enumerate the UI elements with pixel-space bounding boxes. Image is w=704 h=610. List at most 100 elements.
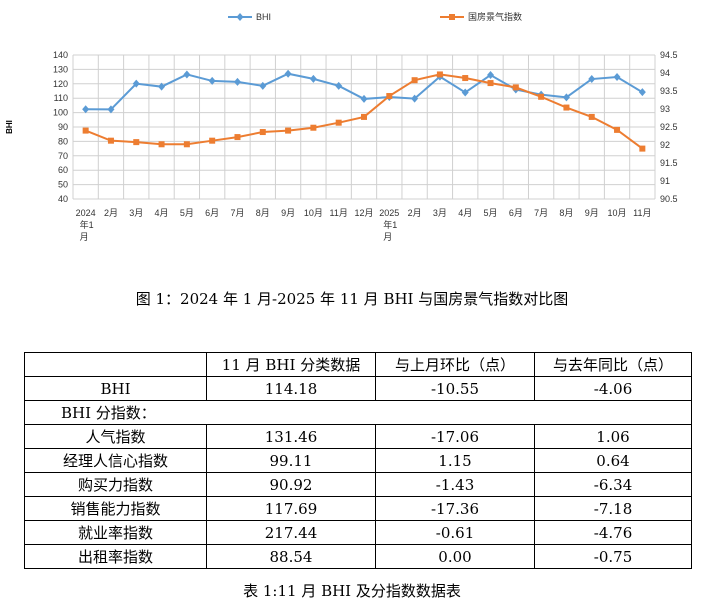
- y-tick-label: 70: [58, 151, 68, 161]
- y2-tick-label: 93.5: [660, 86, 678, 96]
- x-tick-label: 8月: [559, 208, 573, 218]
- cell: -10.55: [375, 376, 535, 401]
- data-point: [411, 77, 418, 84]
- cell: -0.61: [375, 520, 535, 545]
- data-point: [183, 141, 190, 148]
- data-point: [588, 75, 596, 84]
- x-tick-label: 年1: [80, 219, 94, 230]
- data-point: [107, 105, 115, 114]
- x-tick-label: 6月: [509, 208, 523, 218]
- cell: 217.44: [206, 520, 376, 545]
- cell: 1.15: [375, 448, 535, 473]
- data-point: [335, 119, 342, 126]
- data-point: [285, 127, 292, 134]
- y-tick-label: 110: [54, 93, 68, 103]
- x-tick-label: 8月: [256, 208, 270, 218]
- y-tick-label: 100: [53, 108, 68, 118]
- data-point: [538, 93, 545, 100]
- table-row: 出租率指数 88.54 0.00 -0.75: [24, 544, 692, 569]
- data-point: [82, 127, 89, 134]
- cell: BHI: [24, 376, 207, 401]
- subheading: BHI 分指数：: [24, 400, 692, 425]
- y-tick-label: 80: [58, 136, 68, 146]
- data-point: [639, 145, 646, 152]
- legend-marker: [449, 14, 455, 20]
- legend-label: 国房景气指数: [468, 11, 522, 22]
- x-tick-label: 9月: [281, 208, 295, 218]
- x-tick-label: 10月: [608, 208, 627, 218]
- cell: -1.43: [375, 472, 535, 497]
- x-tick-label: 月: [80, 232, 89, 242]
- data-point: [512, 84, 519, 91]
- cell: 1.06: [534, 424, 692, 449]
- data-point: [614, 126, 621, 133]
- table-row: BHI 114.18 -10.55 -4.06: [24, 376, 692, 401]
- y2-tick-label: 92.5: [660, 122, 678, 132]
- y2-tick-label: 91: [660, 176, 670, 186]
- x-tick-label: 11月: [633, 208, 651, 218]
- cell: -0.75: [534, 544, 692, 569]
- data-point: [386, 93, 393, 100]
- x-tick-label: 2月: [408, 208, 422, 218]
- cell: 88.54: [206, 544, 376, 569]
- x-tick-label: 11月: [330, 208, 348, 218]
- cell: 人气指数: [24, 424, 207, 449]
- data-point: [638, 88, 646, 97]
- cell: 117.69: [206, 496, 376, 521]
- figure-caption: 图 1：2024 年 1 月-2025 年 11 月 BHI 与国房景气指数对比…: [135, 290, 569, 308]
- y-tick-label: 50: [58, 180, 68, 190]
- cell: -4.06: [534, 376, 692, 401]
- data-point: [209, 137, 216, 144]
- cell: 销售能力指数: [24, 496, 207, 521]
- x-tick-label: 2月: [104, 208, 118, 218]
- table-row: 就业率指数 217.44 -0.61 -4.76: [24, 520, 692, 545]
- x-tick-label: 7月: [534, 208, 548, 218]
- x-tick-label: 2024: [76, 208, 96, 218]
- y2-tick-label: 91.5: [660, 158, 678, 168]
- data-point: [133, 139, 140, 146]
- x-tick-label: 4月: [458, 208, 472, 218]
- data-point: [158, 82, 166, 91]
- data-point: [487, 80, 494, 87]
- data-point: [361, 113, 367, 120]
- header-cell: 与上月环比（点）: [375, 352, 535, 377]
- table-caption: 表 1:11 月 BHI 及分指数数据表: [243, 582, 461, 600]
- cell: 就业率指数: [24, 520, 207, 545]
- cell: 出租率指数: [24, 544, 207, 569]
- x-tick-label: 月: [383, 232, 392, 242]
- x-tick-label: 2025: [379, 208, 399, 218]
- x-tick-label: 7月: [230, 208, 244, 218]
- cell: 99.11: [206, 448, 376, 473]
- cell: -17.36: [375, 496, 535, 521]
- cell: 经理人信心指数: [24, 448, 207, 473]
- bhi-data-table: 11 月 BHI 分类数据 与上月环比（点） 与去年同比（点） BHI 114.…: [24, 352, 692, 569]
- y-tick-label: 120: [53, 79, 68, 89]
- cell: 90.92: [206, 472, 376, 497]
- header-cell: [24, 352, 207, 377]
- cell: -6.34: [534, 472, 692, 497]
- x-tick-label: 10月: [304, 208, 323, 218]
- data-point: [563, 104, 570, 111]
- table-header-row: 11 月 BHI 分类数据 与上月环比（点） 与去年同比（点）: [24, 352, 692, 377]
- cell: -4.76: [534, 520, 692, 545]
- cell: 0.64: [534, 448, 692, 473]
- cell: -7.18: [534, 496, 692, 521]
- y2-tick-label: 94.5: [660, 50, 678, 60]
- data-point: [183, 70, 191, 79]
- header-cell: 与去年同比（点）: [534, 352, 692, 377]
- data-point: [158, 141, 165, 148]
- cell: -17.06: [375, 424, 535, 449]
- table-row: 购买力指数 90.92 -1.43 -6.34: [24, 472, 692, 497]
- data-point: [132, 79, 140, 88]
- y2-tick-label: 92: [660, 140, 670, 150]
- cell: 购买力指数: [24, 472, 207, 497]
- x-tick-label: 年1: [383, 219, 397, 230]
- data-point: [259, 81, 267, 90]
- y-tick-label: 130: [53, 64, 68, 74]
- data-point: [436, 71, 443, 78]
- data-point: [107, 137, 114, 144]
- x-tick-label: 9月: [585, 208, 599, 218]
- y2-tick-label: 93: [660, 104, 670, 114]
- data-point: [284, 69, 292, 78]
- y2-tick-label: 94: [660, 68, 670, 78]
